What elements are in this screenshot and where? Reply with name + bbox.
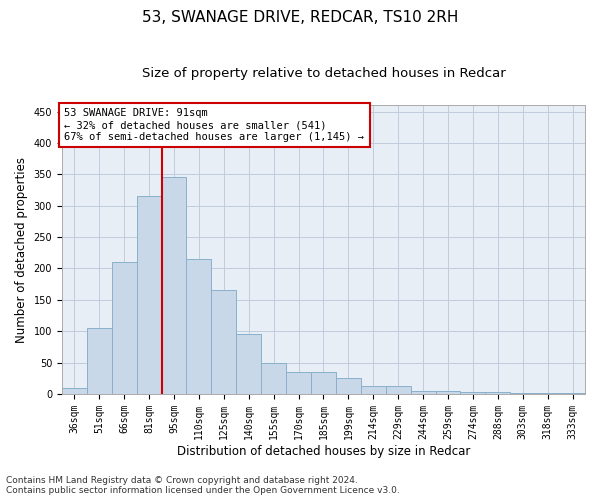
Text: Contains HM Land Registry data © Crown copyright and database right 2024.
Contai: Contains HM Land Registry data © Crown c…: [6, 476, 400, 495]
Bar: [112, 262, 137, 394]
Bar: [510, 392, 535, 394]
Text: 53, SWANAGE DRIVE, REDCAR, TS10 2RH: 53, SWANAGE DRIVE, REDCAR, TS10 2RH: [142, 10, 458, 25]
Title: Size of property relative to detached houses in Redcar: Size of property relative to detached ho…: [142, 68, 505, 80]
Bar: [361, 386, 386, 394]
Bar: [261, 362, 286, 394]
Bar: [535, 392, 560, 394]
Bar: [161, 178, 187, 394]
Bar: [560, 392, 585, 394]
Bar: [410, 391, 436, 394]
Bar: [386, 386, 410, 394]
X-axis label: Distribution of detached houses by size in Redcar: Distribution of detached houses by size …: [177, 444, 470, 458]
Bar: [286, 372, 311, 394]
Bar: [485, 392, 510, 394]
Bar: [187, 259, 211, 394]
Y-axis label: Number of detached properties: Number of detached properties: [15, 156, 28, 342]
Bar: [436, 391, 460, 394]
Bar: [62, 388, 87, 394]
Bar: [336, 378, 361, 394]
Bar: [311, 372, 336, 394]
Bar: [236, 334, 261, 394]
Bar: [460, 392, 485, 394]
Text: 53 SWANAGE DRIVE: 91sqm
← 32% of detached houses are smaller (541)
67% of semi-d: 53 SWANAGE DRIVE: 91sqm ← 32% of detache…: [64, 108, 364, 142]
Bar: [137, 196, 161, 394]
Bar: [211, 290, 236, 394]
Bar: [87, 328, 112, 394]
